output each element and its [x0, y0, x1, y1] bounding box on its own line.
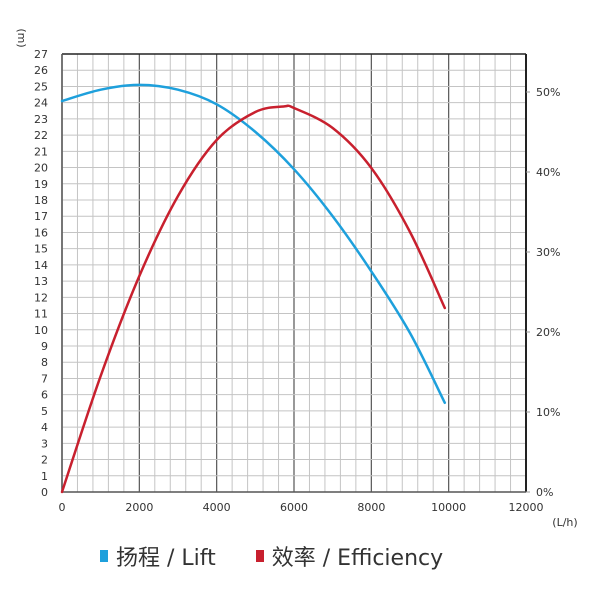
y-tick-label: 12 [34, 291, 48, 304]
y2-tick-label: 30% [536, 246, 560, 259]
y2-tick-label: 20% [536, 326, 560, 339]
x-tick-label: 4000 [203, 501, 231, 514]
pump-performance-chart: 0123456789101112131415161718192021222324… [15, 28, 578, 529]
x-tick-label: 6000 [280, 501, 308, 514]
y-tick-label: 15 [34, 243, 48, 256]
y-tick-label: 2 [41, 454, 48, 467]
y2-tick-label: 40% [536, 166, 560, 179]
y-tick-label: 17 [34, 210, 48, 223]
y-tick-label: 7 [41, 372, 48, 385]
y-tick-label: 14 [34, 259, 48, 272]
y-tick-label: 3 [41, 437, 48, 450]
y-tick-label: 0 [41, 486, 48, 499]
efficiency-swatch-icon [255, 550, 264, 562]
legend-item-efficiency: 效率 / Efficiency [255, 540, 444, 572]
y2-tick-label: 0% [536, 486, 553, 499]
x-tick-label: 0 [59, 501, 66, 514]
y2-tick-label: 50% [536, 86, 560, 99]
y-tick-label: 21 [34, 145, 48, 158]
x-tick-label: 12000 [509, 501, 544, 514]
y-tick-label: 24 [34, 97, 48, 110]
legend: 扬程 / Lift 效率 / Efficiency [100, 540, 443, 572]
y-tick-label: 5 [41, 405, 48, 418]
y-tick-label: 22 [34, 129, 48, 142]
y-tick-label: 16 [34, 226, 48, 239]
y-tick-label: 26 [34, 64, 48, 77]
y-tick-label: 1 [41, 470, 48, 483]
axis-labels: 0123456789101112131415161718192021222324… [15, 28, 578, 529]
x-tick-label: 2000 [125, 501, 153, 514]
y-tick-label: 9 [41, 340, 48, 353]
legend-efficiency-label: 效率 / Efficiency [271, 546, 444, 571]
y-tick-label: 6 [41, 389, 48, 402]
x-axis-label: (L/h) [552, 516, 577, 529]
y-tick-label: 13 [34, 275, 48, 288]
series [60, 83, 447, 494]
y2-tick-label: 10% [536, 406, 560, 419]
legend-item-lift: 扬程 / Lift [100, 540, 216, 572]
y-axis-label: (m) [15, 28, 28, 47]
x-tick-label: 8000 [357, 501, 385, 514]
axes [61, 53, 530, 493]
lift-curve [60, 83, 447, 405]
legend-lift-label: 扬程 / Lift [116, 546, 216, 571]
y-tick-label: 20 [34, 162, 48, 175]
y-tick-label: 25 [34, 80, 48, 93]
x-tick-label: 10000 [431, 501, 466, 514]
y-tick-label: 23 [34, 113, 48, 126]
y-tick-label: 10 [34, 324, 48, 337]
efficiency-curve [60, 104, 447, 494]
y-tick-label: 18 [34, 194, 48, 207]
y-tick-label: 4 [41, 421, 48, 434]
lift-swatch-icon [100, 550, 108, 562]
y-tick-label: 11 [34, 308, 48, 321]
y-tick-label: 8 [41, 356, 48, 369]
grid [61, 53, 527, 493]
y-tick-label: 19 [34, 178, 48, 191]
y-tick-label: 27 [34, 48, 48, 61]
